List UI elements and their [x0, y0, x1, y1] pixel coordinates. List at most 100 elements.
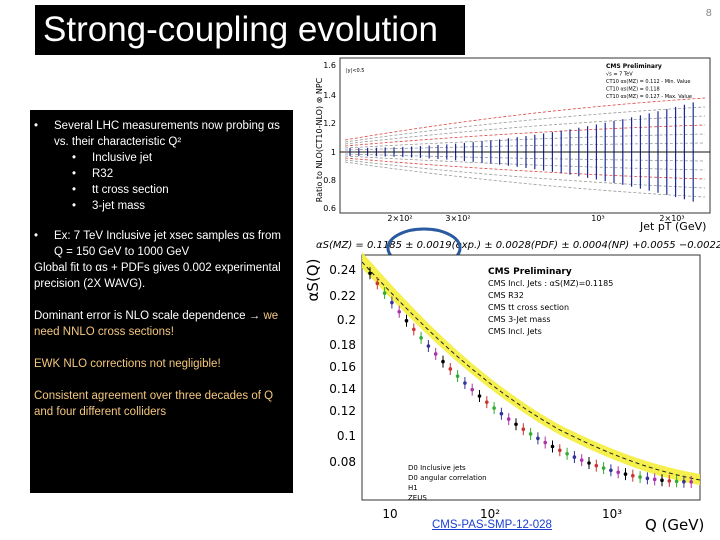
point — [609, 468, 613, 473]
top-curves — [340, 97, 710, 202]
point — [667, 479, 672, 483]
point — [485, 400, 489, 404]
ratio-curve — [344, 159, 706, 189]
y-tick-label: 0.2 — [337, 313, 356, 327]
point — [397, 309, 402, 314]
point — [419, 336, 423, 340]
point — [689, 480, 693, 484]
point — [601, 466, 606, 470]
ratio-curve — [344, 106, 706, 143]
sub-bullet: 3-jet mass — [34, 198, 289, 214]
y-tick-label: 1 — [331, 148, 336, 157]
y-tick-label: 0.08 — [329, 455, 356, 469]
ratio-curve — [344, 115, 706, 145]
point — [528, 432, 533, 436]
ratio-curve — [344, 133, 706, 149]
text: we need NNLO cross sections! — [34, 310, 279, 338]
point — [674, 479, 679, 484]
point — [441, 359, 445, 364]
point — [652, 477, 657, 482]
y-tick-label: 0.16 — [329, 360, 356, 374]
sub-bullet: R32 — [34, 166, 289, 182]
ratio-curve — [344, 157, 706, 180]
point — [579, 458, 584, 462]
point — [433, 352, 438, 356]
legend-entry: CMS Preliminary — [606, 63, 662, 70]
bottom-y-label: αS(Q) — [304, 259, 322, 302]
ratio-curve — [344, 124, 706, 147]
point — [412, 327, 416, 332]
point — [587, 461, 591, 465]
point — [375, 281, 380, 286]
point — [616, 470, 620, 475]
legend-entry: CMS Incl. Jets — [488, 327, 542, 336]
legend-entry: CMS Incl. Jets : αS(MZ)=0.1185 — [488, 279, 613, 288]
point — [682, 479, 686, 484]
legend-entry: CMS R32 — [488, 291, 524, 300]
legend-entry: ZEUS — [408, 494, 427, 502]
paragraph: Dominant error is NLO scale dependence →… — [34, 308, 289, 340]
point — [638, 475, 642, 479]
legend-entry: CT10 αs(MZ) = 0.127 - Max. Value — [606, 94, 692, 100]
y-tick-label: 0.6 — [323, 204, 336, 213]
paragraph: Consistent agreement over three decades … — [34, 390, 274, 418]
text-panel: Several LHC measurements now probing αs … — [30, 110, 293, 493]
point — [463, 381, 467, 385]
bullet: Several LHC measurements now probing αs … — [34, 118, 289, 150]
x-tick-label: 2×10² — [387, 214, 412, 223]
point — [543, 440, 547, 445]
point — [426, 344, 431, 348]
point — [536, 436, 540, 441]
legend-entry: CMS tt cross section — [488, 303, 569, 312]
legend-entry: H1 — [408, 484, 418, 492]
point — [477, 394, 482, 398]
x-tick-label: 2×10³ — [659, 214, 684, 223]
point — [448, 367, 453, 371]
paragraph: EWK NLO corrections not negligible! — [34, 358, 221, 370]
point — [594, 463, 599, 468]
point — [550, 444, 555, 449]
point — [499, 411, 504, 416]
title: Strong-coupling evolution — [35, 5, 465, 55]
legend-entry: |y|<0.5 — [346, 68, 364, 74]
legend-entry: D0 Inclusive jets — [408, 464, 466, 472]
sub-bullet: Inclusive jet — [34, 150, 289, 166]
point — [506, 417, 511, 421]
legend-entry: CMS 3-Jet mass — [488, 315, 551, 324]
ratio-curve — [344, 161, 706, 198]
reference-link[interactable]: CMS-PAS-SMP-12-028 — [432, 519, 552, 531]
bottom-x-label: Q (GeV) — [645, 516, 704, 534]
page-number: 8 — [705, 8, 712, 19]
ratio-curve — [344, 155, 706, 171]
legend-entry: √s = 7 TeV — [606, 72, 633, 78]
point — [521, 427, 526, 431]
text: Dominant error is NLO scale dependence → — [34, 310, 264, 322]
point — [514, 422, 518, 427]
point — [565, 451, 569, 456]
y-tick-label: 0.22 — [329, 289, 356, 303]
legend-entry: D0 angular correlation — [408, 474, 487, 482]
fit-curve — [361, 261, 701, 481]
y-tick-label: 0.14 — [329, 382, 356, 396]
point — [623, 472, 628, 476]
bottom-frame — [361, 254, 701, 501]
point — [492, 406, 496, 410]
ratio-curve — [344, 97, 706, 141]
point — [631, 473, 635, 478]
y-tick-label: 0.1 — [337, 429, 356, 443]
point — [470, 387, 475, 392]
y-tick-label: 0.12 — [329, 404, 356, 418]
point — [572, 455, 577, 459]
ratio-curve — [344, 153, 706, 162]
point — [455, 374, 460, 378]
point — [404, 318, 409, 323]
sub-bullet: tt cross section — [34, 182, 289, 198]
top-frame — [339, 57, 711, 214]
x-tick-label: 10 — [382, 507, 397, 521]
top-x-label: Jet pT (GeV) — [639, 220, 706, 233]
sub-bullets: Inclusive jetR32tt cross section3-jet ma… — [34, 150, 289, 214]
paragraph: Global fit to αs + PDFs gives 0.002 expe… — [34, 262, 281, 290]
point — [382, 291, 387, 295]
